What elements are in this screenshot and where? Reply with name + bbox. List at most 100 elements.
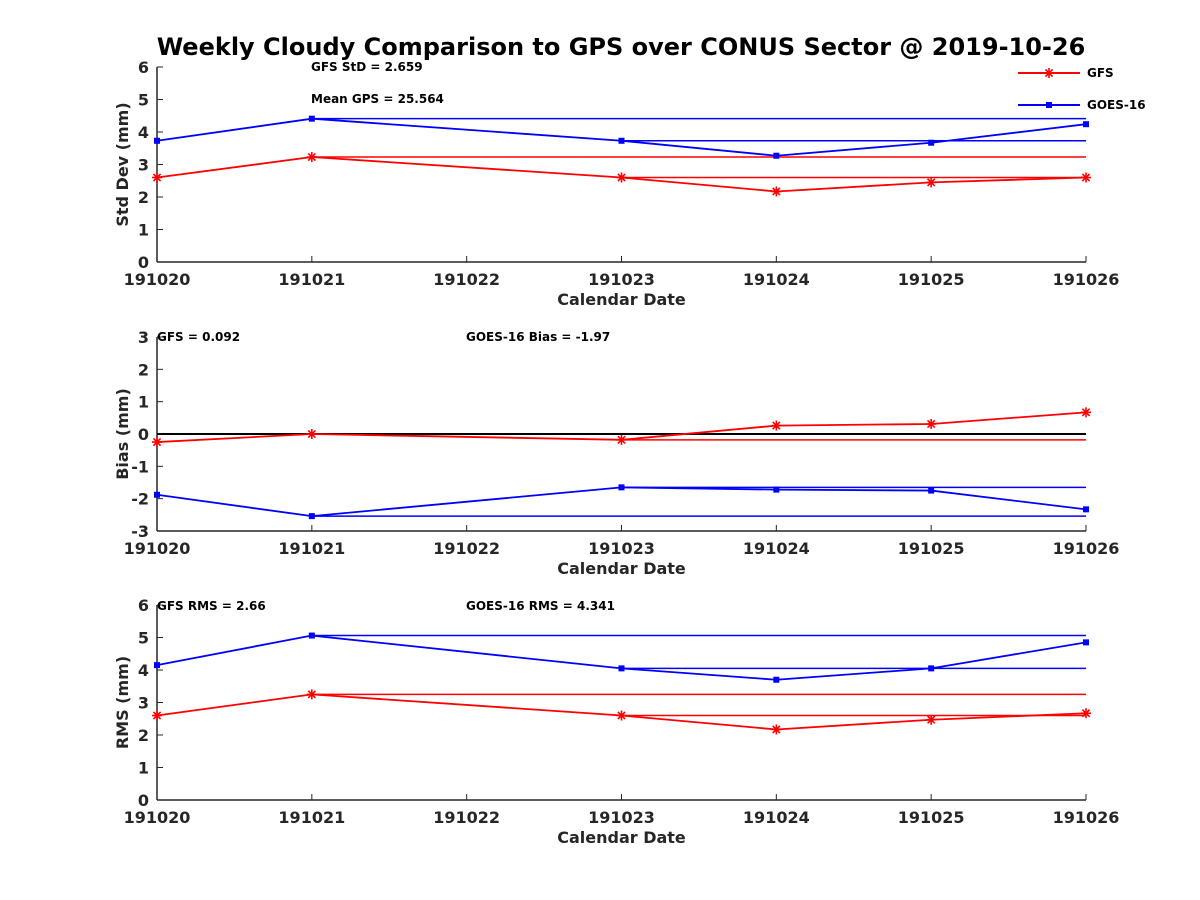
std-dev-x-tick-label: 191022 xyxy=(433,270,500,289)
bias-goes-16-point xyxy=(618,484,625,491)
bias-y-tick-label: 0 xyxy=(138,425,149,444)
bias-gfs-series-line xyxy=(156,411,1087,443)
legend-gfs-marker xyxy=(1044,68,1054,78)
rms-y-axis-label: RMS (mm) xyxy=(113,656,132,749)
rms-gfs-point xyxy=(152,710,162,721)
std-dev-gfs-series-line xyxy=(156,156,1087,193)
std-dev-y-tick-label: 0 xyxy=(138,253,149,272)
rms-goes-16-point xyxy=(1083,639,1089,646)
std-dev-x-tick-label: 191024 xyxy=(743,270,810,289)
bias-gfs-point xyxy=(306,429,317,439)
rms-x-tick-label: 191024 xyxy=(743,808,810,827)
std-dev-gfs-point xyxy=(926,177,937,188)
std-dev-goes-16-point xyxy=(154,137,160,144)
figure-title: Weekly Cloudy Comparison to GPS over CON… xyxy=(157,33,1086,61)
rms-y-tick-label: 4 xyxy=(138,661,149,680)
rms-x-tick-label: 191020 xyxy=(124,808,191,827)
std-dev-goes-16-point xyxy=(618,137,625,144)
bias-y-tick-label: -3 xyxy=(131,522,149,541)
std-dev-x-axis-label: Calendar Date xyxy=(557,290,686,309)
std-dev-y-axis-label: Std Dev (mm) xyxy=(113,102,132,226)
std-dev-y-tick-label: 6 xyxy=(138,58,149,77)
bias-gfs-point xyxy=(926,418,937,429)
rms-gfs-point xyxy=(1081,708,1091,719)
rms-annotation: GFS RMS = 2.66 xyxy=(157,599,266,613)
bias-x-tick-label: 191022 xyxy=(433,539,500,558)
bias-x-tick-label: 191026 xyxy=(1053,539,1120,558)
bias-gfs-point xyxy=(771,420,782,431)
rms-annotation: GOES-16 RMS = 4.341 xyxy=(466,599,615,613)
bias-annotation: GOES-16 Bias = -1.97 xyxy=(466,330,610,344)
bias-annotation: GFS = 0.092 xyxy=(157,330,240,344)
rms-y-tick-label: 5 xyxy=(138,629,149,648)
std-dev-goes-16-point xyxy=(308,115,315,122)
legend-goes-label: GOES-16 xyxy=(1087,98,1146,112)
std-dev-x-tick-label: 191026 xyxy=(1053,270,1120,289)
rms-goes-16-point xyxy=(154,662,160,669)
rms-goes-16-point xyxy=(773,676,780,683)
rms-goes-16-series-line xyxy=(156,634,1087,681)
rms-x-tick-label: 191023 xyxy=(588,808,655,827)
std-dev-y-tick-label: 3 xyxy=(138,156,149,175)
std-dev-gfs-point xyxy=(771,186,782,197)
legend-goes-marker xyxy=(1046,102,1052,108)
std-dev-y-tick-label: 5 xyxy=(138,91,149,110)
rms-gfs-point xyxy=(926,714,937,725)
bias-y-tick-label: 3 xyxy=(138,328,149,347)
std-dev-y-tick-label: 2 xyxy=(138,188,149,207)
bias-x-tick-label: 191020 xyxy=(124,539,191,558)
std-dev-annotation: GFS StD = 2.659 xyxy=(311,60,423,74)
bias-x-tick-label: 191025 xyxy=(898,539,965,558)
bias-x-axis-label: Calendar Date xyxy=(557,559,686,578)
bias-y-tick-label: 1 xyxy=(138,393,149,412)
std-dev-y-tick-label: 4 xyxy=(138,123,149,142)
bias-goes-16-point xyxy=(928,487,935,494)
std-dev-annotation: Mean GPS = 25.564 xyxy=(311,92,444,106)
legend-gfs-label: GFS xyxy=(1087,66,1114,80)
std-dev-x-tick-label: 191020 xyxy=(124,270,191,289)
legend: GFS GOES-16 xyxy=(1018,66,1146,112)
rms-goes-16-point xyxy=(928,665,935,672)
bias-goes-16-point xyxy=(308,513,315,520)
rms-gfs-point xyxy=(616,710,627,721)
std-dev-goes-16-series-line xyxy=(156,117,1087,157)
rms-y-tick-label: 2 xyxy=(138,726,149,745)
rms-y-tick-label: 6 xyxy=(138,596,149,615)
bias-x-tick-label: 191021 xyxy=(278,539,345,558)
rms-y-tick-label: 3 xyxy=(138,694,149,713)
rms-x-tick-label: 191022 xyxy=(433,808,500,827)
bias-y-tick-label: 2 xyxy=(138,360,149,379)
std-dev-x-tick-label: 191023 xyxy=(588,270,655,289)
std-dev-goes-16-point xyxy=(928,139,935,146)
rms-goes-16-point xyxy=(308,632,315,639)
rms-panel: 0 1 2 3 4 5 6 191020 191021 191022 191023 191024 191… xyxy=(113,596,1119,847)
bias-goes-16-series-line xyxy=(156,486,1087,518)
bias-x-tick-label: 191024 xyxy=(743,539,810,558)
rms-goes-16-point xyxy=(618,665,625,672)
std-dev-gfs-point xyxy=(306,152,317,163)
rms-gfs-series-line xyxy=(156,693,1087,731)
bias-gfs-point xyxy=(616,434,627,445)
std-dev-y-tick-label: 1 xyxy=(138,221,149,240)
rms-x-axis-label: Calendar Date xyxy=(557,828,686,847)
bias-goes-16-point xyxy=(773,486,780,493)
rms-y-tick-label: 0 xyxy=(138,791,149,810)
rms-gfs-point xyxy=(771,724,782,735)
bias-gfs-point xyxy=(152,437,162,448)
bias-y-tick-label: -2 xyxy=(131,490,149,509)
std-dev-goes-16-point xyxy=(1083,121,1089,128)
bias-y-tick-label: -1 xyxy=(131,457,149,476)
bias-panel: -3 -2 -1 0 1 2 3 191020 191021 191022 191023 191024… xyxy=(113,328,1119,578)
rms-x-tick-label: 191026 xyxy=(1053,808,1120,827)
rms-gfs-point xyxy=(306,689,317,700)
std-dev-goes-16-point xyxy=(773,152,780,159)
rms-y-tick-label: 1 xyxy=(138,759,149,778)
bias-goes-16-point xyxy=(1083,506,1089,513)
std-dev-gfs-point xyxy=(1081,172,1091,183)
std-dev-x-tick-label: 191025 xyxy=(898,270,965,289)
bias-y-axis-label: Bias (mm) xyxy=(113,388,132,480)
std-dev-panel: 0 1 2 3 4 5 6 191020 191021 191022 191023 191024 191… xyxy=(113,58,1119,309)
rms-x-tick-label: 191021 xyxy=(278,808,345,827)
std-dev-gfs-point xyxy=(152,172,162,183)
